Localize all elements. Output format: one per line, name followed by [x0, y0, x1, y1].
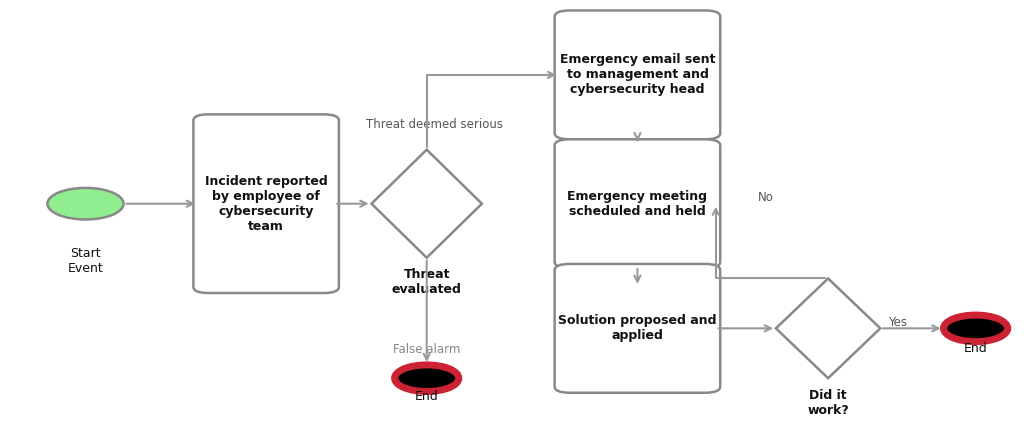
Ellipse shape — [943, 315, 1008, 342]
FancyBboxPatch shape — [555, 11, 720, 139]
FancyBboxPatch shape — [194, 114, 339, 293]
Ellipse shape — [394, 365, 459, 391]
Text: Did it
work?: Did it work? — [807, 388, 849, 417]
Text: Emergency meeting
scheduled and held: Emergency meeting scheduled and held — [567, 190, 708, 218]
Text: End: End — [415, 390, 438, 403]
Text: Incident reported
by employee of
cybersecurity
team: Incident reported by employee of cyberse… — [205, 175, 328, 233]
Polygon shape — [776, 279, 881, 378]
Text: False alarm: False alarm — [393, 343, 461, 356]
FancyBboxPatch shape — [555, 139, 720, 268]
Text: No: No — [758, 191, 774, 204]
Text: Threat
evaluated: Threat evaluated — [392, 268, 462, 296]
Text: Start
Event: Start Event — [68, 247, 103, 275]
Text: Threat deemed serious: Threat deemed serious — [367, 118, 504, 131]
Text: Emergency email sent
to management and
cybersecurity head: Emergency email sent to management and c… — [560, 53, 715, 96]
Text: End: End — [964, 342, 987, 355]
Text: Solution proposed and
applied: Solution proposed and applied — [558, 314, 717, 342]
FancyBboxPatch shape — [555, 264, 720, 393]
Polygon shape — [372, 150, 482, 258]
Ellipse shape — [47, 188, 124, 220]
Text: Yes: Yes — [888, 315, 907, 329]
